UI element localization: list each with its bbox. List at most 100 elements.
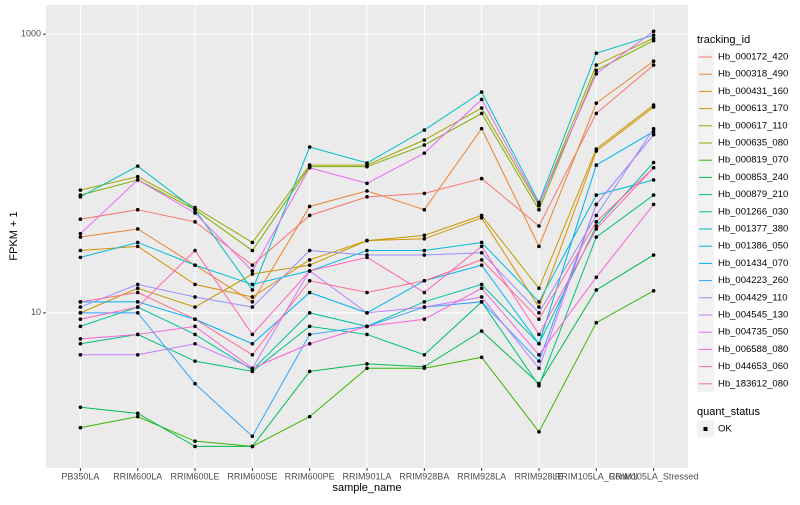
point (479, 111, 484, 116)
x-tick-label: RRIM105LA_Stressed (609, 471, 699, 481)
point (365, 238, 369, 243)
point (193, 248, 197, 253)
point (479, 90, 484, 94)
point (78, 352, 83, 357)
point (651, 129, 656, 134)
point (422, 248, 427, 253)
point (135, 332, 140, 337)
point (594, 224, 599, 228)
point (422, 305, 427, 309)
point (365, 189, 369, 193)
legend-label: Hb_000635_080 (718, 138, 788, 149)
point (651, 63, 656, 67)
point (479, 282, 484, 287)
point (135, 174, 140, 179)
point (250, 248, 255, 253)
point (422, 128, 427, 132)
point (250, 272, 255, 276)
legend-shape (703, 427, 708, 431)
point (307, 258, 312, 262)
point (250, 282, 255, 287)
point (193, 282, 197, 287)
point (307, 145, 312, 149)
point (537, 359, 541, 363)
point (537, 366, 541, 371)
point (422, 237, 427, 241)
point (651, 178, 656, 182)
point (422, 151, 427, 155)
point (537, 224, 541, 228)
legend-label: Hb_000172_420 (718, 52, 788, 63)
point (479, 97, 484, 102)
point (193, 305, 197, 309)
point (135, 286, 140, 291)
point (537, 352, 541, 357)
point (78, 305, 83, 309)
point (365, 311, 369, 315)
point (135, 207, 140, 212)
point (537, 383, 541, 388)
point (651, 202, 656, 207)
point (307, 311, 312, 315)
point (135, 300, 140, 304)
point (479, 216, 484, 220)
point (135, 311, 140, 315)
point (479, 258, 484, 262)
point (537, 202, 541, 207)
point (422, 365, 427, 369)
point (250, 305, 255, 309)
point (135, 227, 140, 231)
point (651, 165, 656, 170)
point (307, 263, 312, 267)
point (537, 286, 541, 291)
point (135, 178, 140, 182)
point (537, 332, 541, 337)
point (307, 248, 312, 253)
legend-label: Hb_004545_130 (718, 310, 788, 321)
point (537, 300, 541, 304)
point (250, 332, 255, 337)
point (78, 188, 83, 192)
point (594, 220, 599, 224)
point (193, 295, 197, 299)
point (78, 324, 83, 329)
x-tick-label: RRIM105LA_Control (555, 471, 638, 481)
point (307, 341, 312, 346)
point (594, 320, 599, 325)
point (651, 33, 656, 37)
point (78, 195, 83, 199)
point (365, 255, 369, 260)
x-axis-title: sample_name (332, 482, 401, 494)
point (422, 290, 427, 295)
point (250, 352, 255, 357)
point (135, 290, 140, 295)
point (135, 411, 140, 416)
point (365, 290, 369, 295)
x-tick-label: RRIM600LE (171, 471, 220, 481)
point (78, 341, 83, 346)
point (250, 295, 255, 299)
point (307, 204, 312, 209)
point (193, 359, 197, 363)
x-tick-label: RRIM928LE (514, 471, 563, 481)
point (651, 253, 656, 257)
point (537, 317, 541, 322)
point (594, 227, 599, 231)
point (307, 278, 312, 283)
point (307, 414, 312, 419)
point (307, 324, 312, 329)
point (365, 248, 369, 253)
legend-label: Hb_000431_160 (718, 86, 788, 97)
legend-label: Hb_000819_070 (718, 155, 788, 166)
point (307, 290, 312, 295)
point (479, 250, 484, 255)
point (365, 362, 369, 366)
y-axis-title: FPKM + 1 (8, 211, 20, 260)
point (594, 235, 599, 239)
point (135, 414, 140, 419)
point (537, 341, 541, 346)
point (78, 405, 83, 410)
point (135, 305, 140, 309)
point (422, 253, 427, 257)
legend-label: Hb_006588_080 (718, 344, 788, 355)
